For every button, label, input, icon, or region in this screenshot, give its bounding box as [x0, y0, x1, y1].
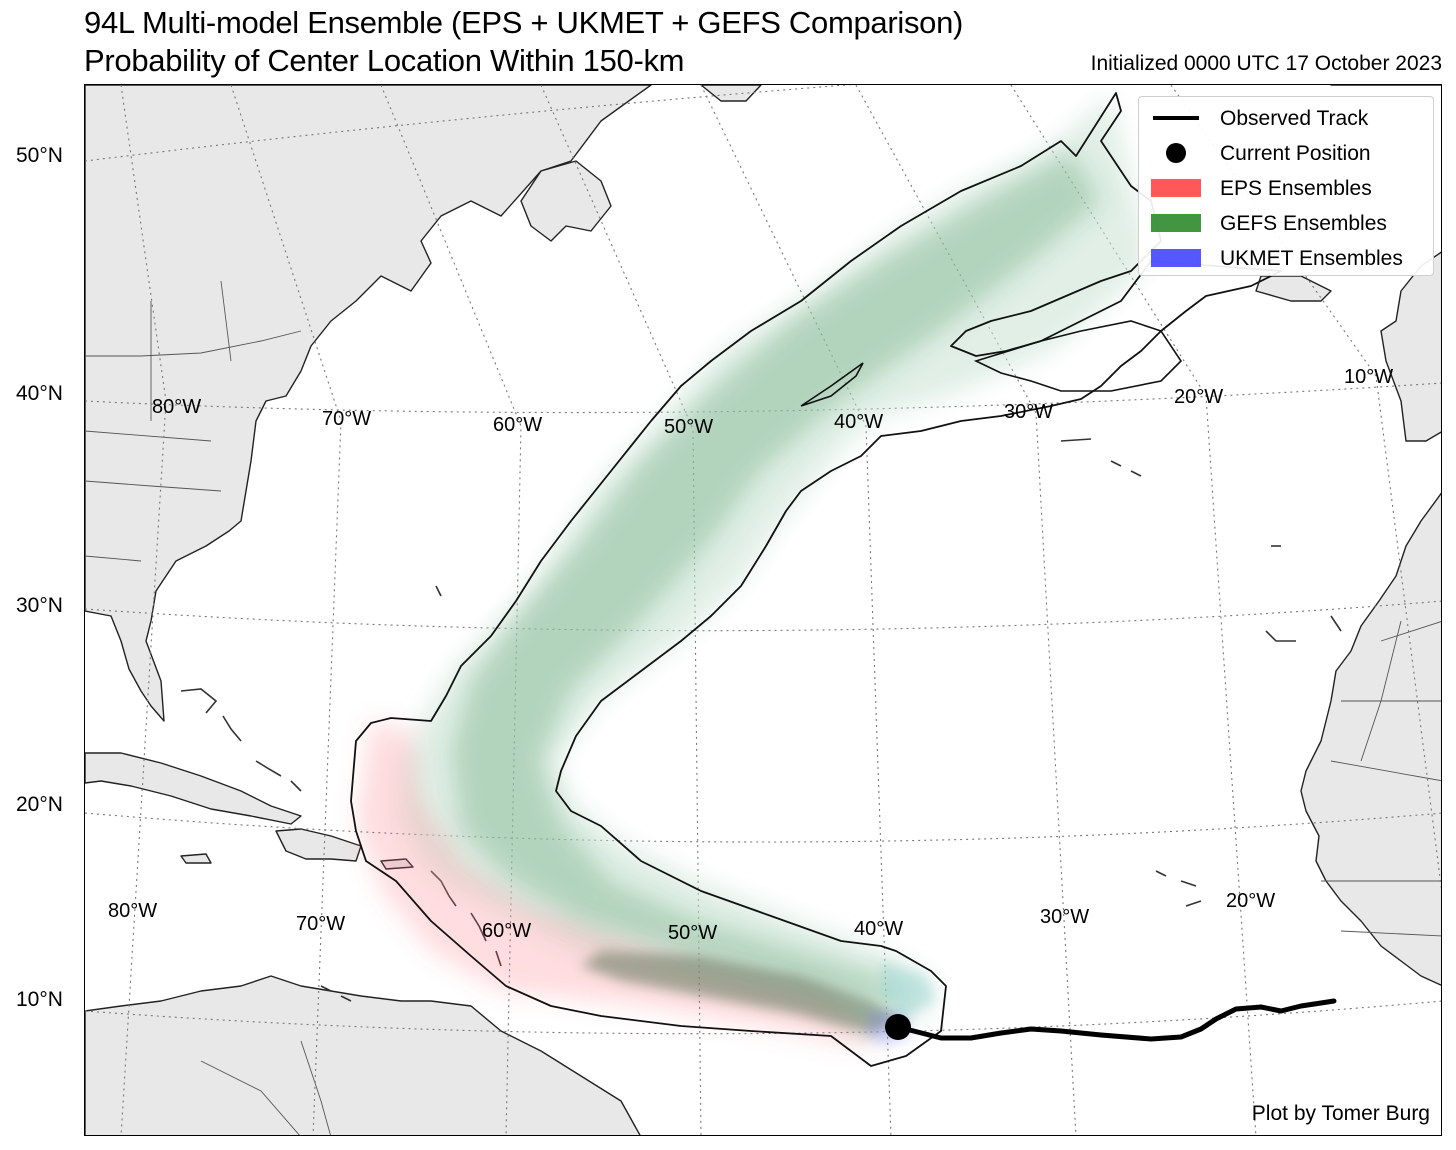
- lat-label-20n: 20°N: [16, 793, 63, 816]
- lon-label-lower-70w: 70°W: [296, 913, 346, 935]
- legend-label: UKMET Ensembles: [1220, 247, 1403, 270]
- lon-label-upper-70w: 70°W: [322, 408, 372, 430]
- hispaniola-land: [275, 828, 362, 862]
- legend-dot-icon: [1166, 143, 1186, 163]
- lat-label-40n: 40°N: [16, 382, 63, 405]
- north-america-land: [85, 85, 652, 722]
- lon-label-lower-40w: 40°W: [854, 918, 904, 940]
- lon-label-upper-30w: 30°W: [1004, 401, 1054, 423]
- legend-item-ukmet: UKMET Ensembles: [1139, 243, 1433, 273]
- lon-label-upper-10w: 10°W: [1344, 366, 1394, 388]
- credit-text: Plot by Tomer Burg: [1251, 1102, 1430, 1125]
- lon-label-lower-20w: 20°W: [1226, 890, 1276, 912]
- newfoundland-land: [520, 160, 612, 242]
- teal-shading: [881, 961, 936, 1016]
- legend-label: GEFS Ensembles: [1220, 212, 1387, 235]
- map-canvas: [85, 85, 1441, 1135]
- africa-land: [1300, 492, 1441, 986]
- legend-line-icon: [1153, 116, 1199, 120]
- lat-label-10n: 10°N: [16, 988, 63, 1011]
- legend-patch-icon: [1151, 179, 1201, 197]
- lon-label-lower-30w: 30°W: [1040, 906, 1090, 928]
- lon-label-lower-80w: 80°W: [108, 900, 158, 922]
- lon-label-upper-40w: 40°W: [834, 411, 884, 433]
- legend-item-observed-track: Observed Track: [1139, 103, 1433, 133]
- cuba-land: [85, 752, 302, 825]
- south-america-land: [85, 975, 641, 1135]
- legend: Observed Track Current Position EPS Ense…: [1138, 96, 1434, 276]
- legend-item-gefs: GEFS Ensembles: [1139, 208, 1433, 238]
- borders-group: [85, 280, 1441, 1135]
- probability-shading: [356, 96, 1151, 1046]
- core-shading: [581, 951, 901, 1033]
- map-title: 94L Multi-model Ensemble (EPS + UKMET + …: [84, 5, 964, 40]
- map-subtitle: Probability of Center Location Within 15…: [84, 43, 685, 78]
- lon-label-upper-50w: 50°W: [664, 416, 714, 438]
- lon-label-upper-60w: 60°W: [493, 414, 543, 436]
- initialized-time: Initialized 0000 UTC 17 October 2023: [1090, 52, 1442, 75]
- land-group: [85, 85, 1441, 1135]
- envelope-hole-outline: [973, 320, 1183, 392]
- envelope-small-hole: [800, 362, 864, 407]
- lon-label-lower-60w: 60°W: [482, 920, 532, 942]
- legend-patch-icon: [1151, 214, 1201, 232]
- legend-item-eps: EPS Ensembles: [1139, 173, 1433, 203]
- lat-label-50n: 50°N: [16, 144, 63, 167]
- eps-shading: [356, 721, 881, 1046]
- legend-label: EPS Ensembles: [1220, 177, 1372, 200]
- legend-patch-icon: [1151, 249, 1201, 267]
- lon-label-lower-50w: 50°W: [668, 922, 718, 944]
- legend-label: Current Position: [1220, 142, 1371, 165]
- lon-label-upper-80w: 80°W: [152, 396, 202, 418]
- lat-label-30n: 30°N: [16, 594, 63, 617]
- legend-item-current-position: Current Position: [1139, 138, 1433, 168]
- gefs-shading: [451, 151, 1101, 1011]
- current-position-dot[interactable]: [885, 1014, 911, 1040]
- lon-label-upper-20w: 20°W: [1174, 386, 1224, 408]
- legend-label: Observed Track: [1220, 107, 1369, 130]
- observed-track-line: [895, 998, 1337, 1042]
- europe-north-land: [1255, 275, 1332, 302]
- greenland-land: [700, 85, 762, 102]
- iberia-land: [1330, 85, 1441, 442]
- jamaica-land: [180, 853, 212, 864]
